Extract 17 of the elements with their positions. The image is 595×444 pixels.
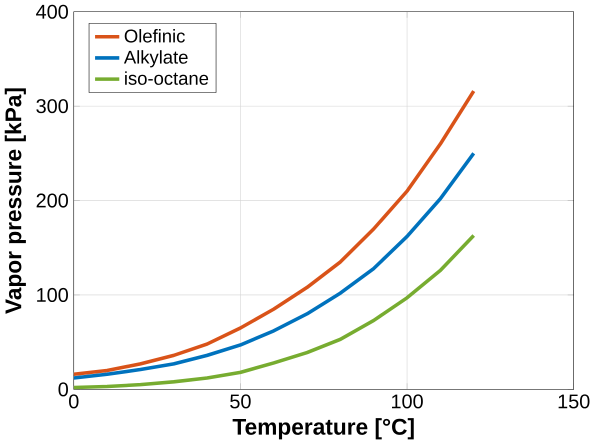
y-axis-title: Vapor pressure [kPa]	[4, 88, 26, 314]
x-tick-label: 0	[69, 394, 79, 408]
y-tick-label: 100	[37, 288, 68, 302]
y-tick-label: 200	[36, 193, 68, 208]
y-tick-label: 300	[36, 99, 68, 114]
legend-label: iso-octane	[125, 71, 208, 85]
y-tick-label: 0	[58, 382, 68, 396]
x-tick-label: 50	[230, 394, 251, 408]
y-tick-label: 400	[36, 4, 68, 19]
line-series	[74, 89, 476, 376]
legend-label: Alkylate	[124, 50, 188, 68]
x-tick-label: 100	[392, 394, 423, 408]
legend-label: Olefinic	[124, 29, 185, 43]
line-series	[74, 234, 476, 390]
line-series	[74, 152, 476, 380]
x-axis-title: Temperature [°C]	[232, 418, 414, 440]
x-tick-label: 150	[558, 394, 590, 408]
